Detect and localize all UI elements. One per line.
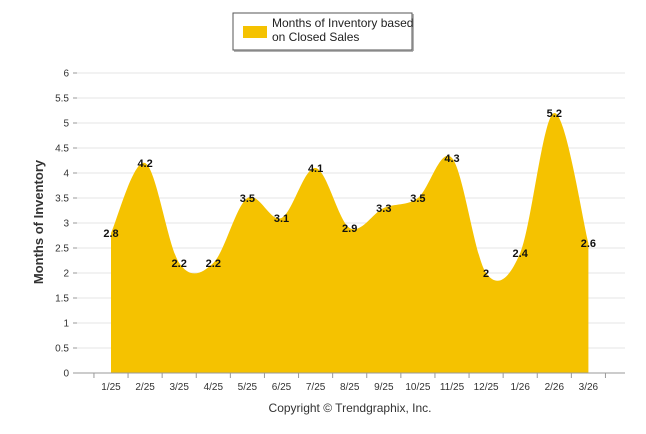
data-label: 2.8 [103,228,118,240]
y-tick-label: 0.5 [55,344,69,355]
data-label: 2.6 [581,238,596,250]
y-tick-label: 1.5 [55,294,69,305]
data-label-layer: 2.8 4.2 2.2 2.2 3.5 3.1 4.1 2.9 3.3 3.5 4.3 2 2.4 5.2… [103,108,596,280]
y-tick-label: 2 [63,269,69,280]
data-label: 2.4 [513,248,529,260]
x-tick-label: 4/25 [204,382,224,393]
x-tick-label: 8/25 [340,382,360,393]
y-tick-label: 5.5 [55,94,69,105]
area-layer [111,112,589,373]
x-tick-label: 12/25 [474,382,499,393]
x-tick-label: 1/26 [510,382,530,393]
x-tick-label: 9/25 [374,382,394,393]
axis-layer: 0 0.5 1 1.5 2 2.5 3 3.5 4 4.5 5 5.5 6 1/25 2/25 3/25 4/2… [55,69,625,393]
x-tick-label: 11/25 [440,382,465,393]
x-tick-label: 6/25 [272,382,292,393]
legend: Months of Inventory based on Closed Sale… [232,12,414,52]
data-label: 2.9 [342,223,357,235]
legend-swatch [243,26,267,38]
y-tick-label: 3 [63,219,69,230]
data-label: 3.5 [240,193,255,205]
x-tick-label: 7/25 [306,382,326,393]
data-label: 4.2 [137,158,152,170]
x-tick-label: 5/25 [238,382,258,393]
y-tick-label: 0 [63,369,69,380]
legend-label-line2: on Closed Sales [272,30,359,44]
x-tick-label: 1/25 [101,382,121,393]
y-tick-label: 4.5 [55,144,69,155]
x-tick-label: 3/25 [169,382,189,393]
data-label: 5.2 [547,108,562,120]
data-label: 3.3 [376,203,391,215]
y-tick-label: 5 [63,119,69,130]
y-tick-label: 2.5 [55,244,69,255]
x-tick-label: 2/26 [545,382,565,393]
data-label: 3.1 [274,213,289,225]
legend-label-line1: Months of Inventory based [272,16,413,30]
data-label: 2.2 [172,258,187,270]
y-tick-label: 1 [63,319,69,330]
copyright-text: Copyright © Trendgraphix, Inc. [269,401,432,415]
y-tick-label: 6 [63,69,69,80]
x-tick-label: 3/26 [579,382,599,393]
x-tick-label: 10/25 [405,382,430,393]
data-label: 4.3 [444,153,459,165]
data-label: 4.1 [308,163,323,175]
x-tick-label: 2/25 [135,382,155,393]
data-label: 2 [483,268,489,280]
data-label: 3.5 [410,193,425,205]
data-label: 2.2 [206,258,221,270]
y-tick-label: 4 [63,169,69,180]
y-tick-label: 3.5 [55,194,69,205]
y-axis-title: Months of Inventory [31,159,46,284]
area-series-months-of-inventory [111,112,589,373]
